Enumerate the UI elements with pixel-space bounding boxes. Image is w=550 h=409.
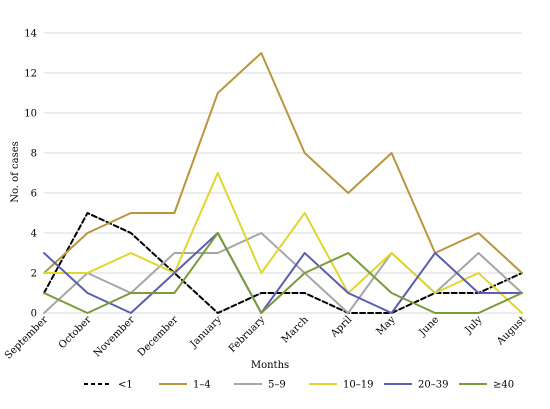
x-tick-label: March bbox=[280, 314, 312, 346]
series-line bbox=[43, 172, 523, 314]
x-tick-label: July bbox=[463, 314, 485, 336]
series-line bbox=[43, 212, 523, 314]
series-line bbox=[43, 232, 523, 314]
legend: <1 1–4 5–9 10–19 20–39 ≥40 bbox=[84, 380, 514, 391]
x-tick-label: January bbox=[188, 314, 224, 350]
legend-label: 1–4 bbox=[193, 380, 211, 391]
y-tick-label: 4 bbox=[31, 229, 37, 240]
y-tick-label: 8 bbox=[31, 149, 37, 160]
x-tick-label: February bbox=[227, 314, 268, 355]
series-lines bbox=[43, 52, 523, 314]
gridlines bbox=[44, 32, 522, 314]
series-line bbox=[43, 52, 523, 274]
legend-label: 10–19 bbox=[343, 380, 373, 391]
x-tick-label: August bbox=[494, 314, 528, 348]
y-tick-label: 2 bbox=[31, 269, 37, 280]
y-tick-label: 14 bbox=[24, 29, 37, 40]
x-axis-title: Months bbox=[251, 360, 289, 371]
x-tick-label: May bbox=[375, 314, 398, 337]
x-tick-label: September bbox=[3, 314, 50, 361]
legend-label: <1 bbox=[118, 380, 133, 391]
legend-label: 5–9 bbox=[268, 380, 286, 391]
x-tick-label: April bbox=[328, 314, 354, 340]
y-tick-label: 0 bbox=[31, 309, 37, 320]
x-tick-label: December bbox=[136, 314, 181, 359]
y-tick-label: 6 bbox=[31, 189, 37, 200]
y-tick-label: 10 bbox=[24, 109, 37, 120]
legend-label: 20–39 bbox=[418, 380, 448, 391]
series-line bbox=[43, 232, 523, 314]
x-tick-label: October bbox=[57, 314, 94, 351]
y-axis-title: No. of cases bbox=[10, 141, 21, 203]
series-line bbox=[43, 232, 523, 314]
y-axis-ticks: 0 2 4 6 8 10 12 14 bbox=[24, 29, 37, 320]
x-tick-label: June bbox=[417, 314, 442, 339]
y-tick-label: 12 bbox=[24, 69, 37, 80]
legend-label: ≥40 bbox=[493, 380, 514, 391]
x-tick-label: November bbox=[92, 314, 137, 359]
